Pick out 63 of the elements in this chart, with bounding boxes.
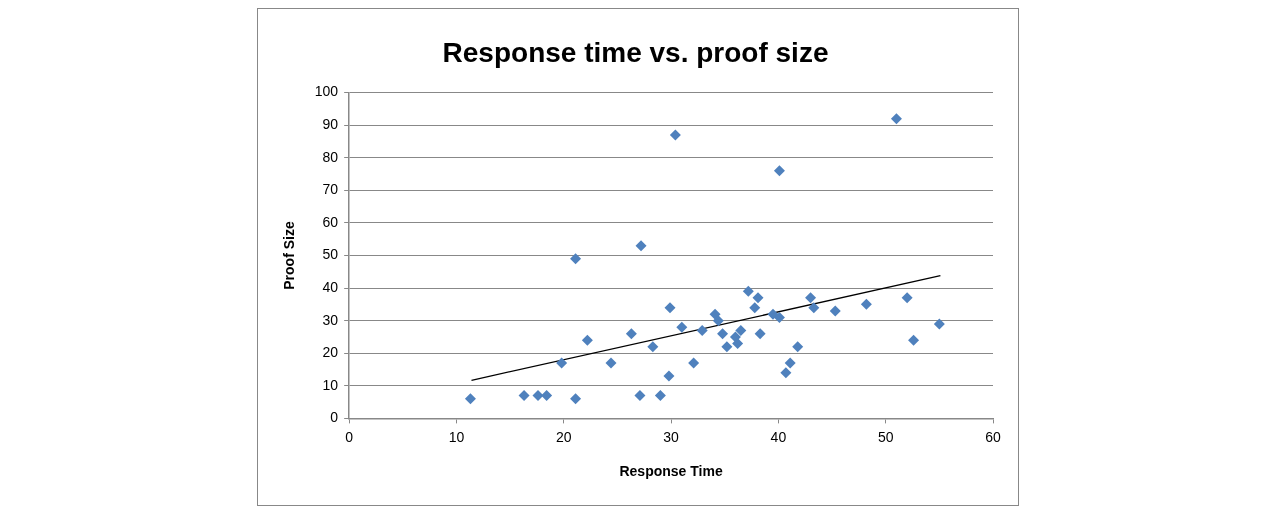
point (696, 324, 708, 336)
point (635, 240, 647, 252)
point (908, 334, 920, 346)
x-tick-label: 20 (555, 428, 572, 445)
point (605, 357, 617, 369)
point (860, 298, 872, 310)
point (664, 302, 676, 314)
x-tick-label: 60 (985, 428, 1001, 445)
x-tick-label: 0 (345, 428, 354, 445)
point (749, 302, 761, 314)
point (933, 318, 945, 330)
point (570, 253, 582, 265)
point (742, 285, 754, 297)
point (669, 129, 681, 141)
point (901, 292, 913, 304)
point (829, 305, 841, 317)
x-tick-label: 50 (877, 428, 894, 445)
point (676, 321, 688, 333)
point (541, 390, 553, 402)
point (518, 390, 530, 402)
point (647, 341, 659, 353)
point (773, 165, 785, 177)
point (663, 370, 675, 382)
point (717, 328, 729, 340)
y-tick-label: 10 (322, 376, 339, 393)
y-tick-label: 100 (314, 83, 339, 100)
point (625, 328, 637, 340)
point (532, 390, 544, 402)
point (890, 113, 902, 125)
y-tick-label: 20 (322, 344, 339, 361)
point (570, 393, 582, 405)
y-tick-label: 30 (322, 311, 339, 328)
y-tick-label: 80 (322, 148, 339, 165)
x-tick-label: 30 (663, 428, 680, 445)
point (752, 292, 764, 304)
chart-title: Response time vs. proof size (442, 36, 829, 68)
point (780, 367, 792, 379)
y-tick-label: 70 (322, 181, 339, 198)
point (784, 357, 796, 369)
y-tick-label: 60 (322, 213, 339, 230)
point (688, 357, 700, 369)
point (654, 390, 666, 402)
point (754, 328, 766, 340)
x-tick-label: 40 (770, 428, 787, 445)
point (773, 311, 785, 323)
point (729, 331, 741, 343)
point (712, 315, 724, 327)
point (556, 357, 568, 369)
y-tick-label: 40 (322, 278, 339, 295)
point (721, 341, 733, 353)
x-tick-label: 10 (448, 428, 465, 445)
y-tick-label: 0 (330, 409, 339, 426)
y-axis-title: Proof Size (281, 221, 298, 290)
point (634, 390, 646, 402)
point (792, 341, 804, 353)
point (808, 302, 820, 314)
x-axis-title: Response Time (619, 463, 723, 480)
y-tick-label: 90 (322, 116, 339, 133)
y-tick-label: 50 (322, 246, 339, 263)
point (735, 324, 747, 336)
point (581, 334, 593, 346)
point (464, 393, 476, 405)
point (805, 292, 817, 304)
